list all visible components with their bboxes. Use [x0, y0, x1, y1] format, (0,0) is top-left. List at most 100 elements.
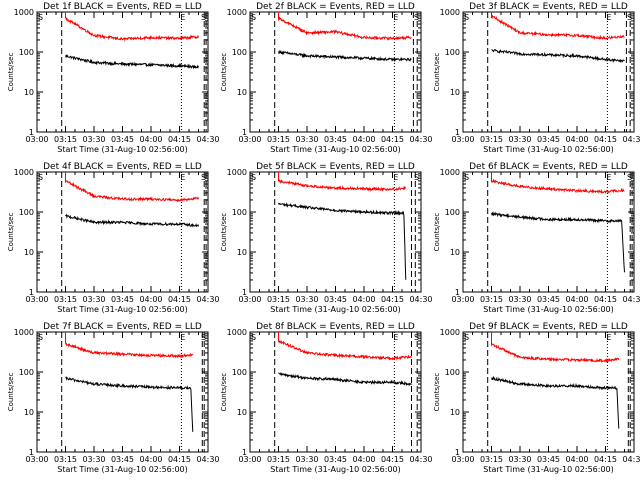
x-tick-label: 04:15 — [594, 135, 617, 144]
lld-series-line — [491, 332, 620, 364]
end-marker: E — [180, 173, 185, 182]
x-tick-label: 03:00 — [451, 295, 474, 304]
x-axis-label: Start Time (31-Aug-10 02:56:00) — [57, 465, 188, 474]
x-tick-label: 04:15 — [594, 455, 617, 464]
events-series-line — [278, 49, 412, 63]
chart-panel-6: Det 6f BLACK = Events, RED = LLD 1 10 100 10… — [433, 162, 640, 314]
chart-panel-3: Det 3f BLACK = Events, RED = LLD 1 10 100 10… — [433, 2, 640, 154]
lld-series-line — [491, 12, 625, 41]
plot-frame — [462, 331, 635, 453]
x-tick-label: 03:00 — [451, 455, 474, 464]
x-tick-label: 04:00 — [139, 455, 162, 464]
start-marker: S — [251, 173, 256, 182]
lld-series-line — [65, 172, 199, 203]
x-tick-label: 04:30 — [196, 295, 219, 304]
chart-panel-7: Det 7f BLACK = Events, RED = LLD 1 10 100 10… — [7, 322, 220, 474]
start-marker: S — [251, 333, 256, 342]
x-tick-label: 04:30 — [409, 295, 432, 304]
x-tick-label: 03:15 — [480, 135, 503, 144]
chart-title: Det 8f BLACK = Events, RED = LLD — [256, 322, 415, 332]
x-tick-label: 03:15 — [267, 135, 290, 144]
lld-series-line — [278, 172, 406, 192]
start-marker: S — [38, 333, 43, 342]
x-axis-label: Start Time (31-Aug-10 02:56:00) — [57, 305, 188, 314]
lld-series-line — [65, 12, 199, 42]
y-tick-label: 1 — [29, 288, 34, 297]
x-tick-label: 04:00 — [139, 135, 162, 144]
x-axis-label: Start Time (31-Aug-10 02:56:00) — [483, 465, 614, 474]
x-tick-label: 04:15 — [168, 295, 191, 304]
x-tick-label: 03:45 — [537, 295, 560, 304]
x-tick-label: 03:30 — [295, 135, 318, 144]
x-tick-label: 04:15 — [381, 295, 404, 304]
lld-series-line — [65, 332, 194, 359]
y-tick-label: 10 — [24, 88, 34, 97]
x-tick-label: 04:30 — [409, 455, 432, 464]
x-tick-label: 03:30 — [82, 295, 105, 304]
x-tick-label: 04:30 — [196, 135, 219, 144]
y-tick-label: 100 — [445, 208, 460, 217]
x-tick-label: 03:30 — [508, 135, 531, 144]
y-axis-label: Counts/sec — [7, 213, 15, 252]
plot-frame — [249, 331, 422, 453]
y-tick-label: 100 — [232, 208, 247, 217]
x-tick-label: 04:00 — [565, 295, 588, 304]
plot-frame — [462, 171, 635, 293]
y-tick-label: 100 — [445, 48, 460, 57]
y-tick-label: 100 — [19, 48, 34, 57]
x-tick-label: 04:00 — [352, 135, 375, 144]
y-axis-label: Counts/sec — [433, 213, 441, 252]
x-tick-label: 03:15 — [267, 455, 290, 464]
plot-frame — [36, 171, 209, 293]
end-marker: E — [606, 13, 611, 22]
y-tick-label: 100 — [19, 208, 34, 217]
y-tick-label: 1000 — [14, 328, 34, 337]
x-tick-label: 04:15 — [168, 455, 191, 464]
x-tick-label: 03:00 — [451, 135, 474, 144]
x-tick-label: 03:00 — [25, 295, 48, 304]
chart-title: Det 1f BLACK = Events, RED = LLD — [43, 2, 202, 12]
chart-title: Det 3f BLACK = Events, RED = LLD — [469, 2, 628, 12]
plot-frame — [249, 11, 422, 133]
x-tick-label: 03:30 — [82, 455, 105, 464]
start-marker: S — [627, 333, 632, 342]
end-marker: E — [180, 333, 185, 342]
start-marker: S — [414, 13, 419, 22]
start-marker: S — [627, 173, 632, 182]
chart-panel-9: Det 9f BLACK = Events, RED = LLD 1 10 100 10… — [433, 322, 640, 474]
y-tick-label: 100 — [19, 368, 34, 377]
x-tick-label: 03:00 — [238, 455, 261, 464]
end-marker: E — [393, 13, 398, 22]
events-series-line — [491, 375, 620, 429]
start-marker: S — [464, 333, 469, 342]
y-tick-label: 1 — [242, 128, 247, 137]
y-tick-label: 1 — [242, 288, 247, 297]
y-tick-label: 1000 — [440, 328, 460, 337]
y-tick-label: 1000 — [14, 8, 34, 17]
y-axis-label: Counts/sec — [220, 213, 228, 252]
chart-title: Det 9f BLACK = Events, RED = LLD — [469, 322, 628, 332]
x-tick-label: 04:00 — [352, 455, 375, 464]
y-axis-label: Counts/sec — [433, 53, 441, 92]
y-tick-label: 10 — [24, 248, 34, 257]
x-axis-label: Start Time (31-Aug-10 02:56:00) — [270, 465, 401, 474]
chart-panel-4: Det 4f BLACK = Events, RED = LLD 1 10 100 10… — [7, 162, 220, 314]
y-tick-label: 1000 — [227, 8, 247, 17]
y-tick-label: 10 — [450, 88, 460, 97]
x-tick-label: 04:30 — [622, 455, 640, 464]
x-tick-label: 03:00 — [25, 135, 48, 144]
x-tick-label: 03:15 — [480, 295, 503, 304]
start-marker: S — [201, 173, 206, 182]
y-axis-label: Counts/sec — [7, 53, 15, 92]
end-marker: E — [393, 173, 398, 182]
y-tick-label: 1 — [29, 448, 34, 457]
chart-panel-5: Det 5f BLACK = Events, RED = LLD 1 10 100 10… — [220, 162, 433, 314]
y-axis-label: Counts/sec — [220, 53, 228, 92]
y-tick-label: 1000 — [227, 168, 247, 177]
plot-frame — [36, 331, 209, 453]
y-tick-label: 1000 — [440, 168, 460, 177]
x-axis-label: Start Time (31-Aug-10 02:56:00) — [483, 145, 614, 154]
y-axis-label: Counts/sec — [7, 373, 15, 412]
y-tick-label: 1 — [242, 448, 247, 457]
